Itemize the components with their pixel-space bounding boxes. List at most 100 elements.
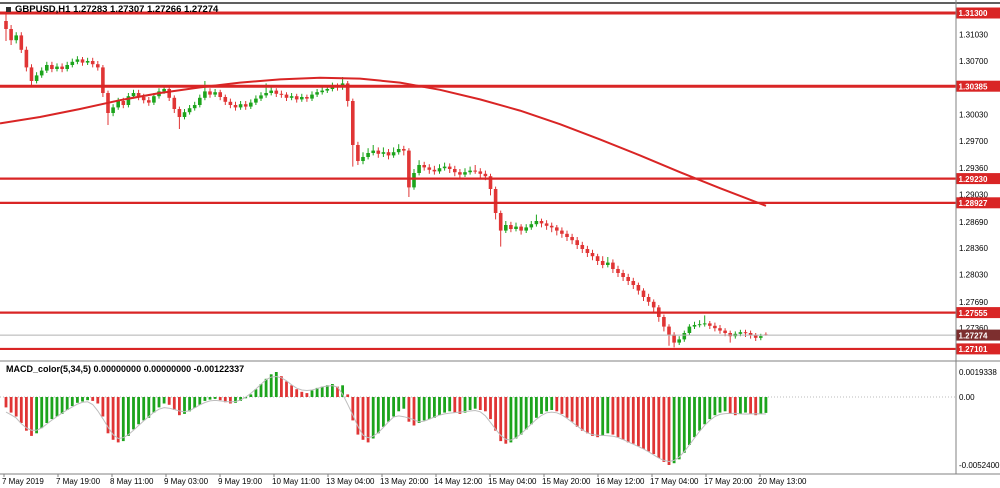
macd-bar bbox=[106, 397, 110, 434]
time-axis-label: 8 May 11:00 bbox=[110, 477, 154, 486]
candle-body bbox=[677, 339, 681, 343]
candle-body bbox=[315, 92, 319, 95]
candle-body bbox=[641, 290, 646, 297]
macd-bar bbox=[616, 397, 620, 438]
candle-body bbox=[662, 317, 666, 327]
chart-icon bbox=[6, 7, 11, 12]
candle-body bbox=[738, 332, 743, 334]
macd-bar bbox=[550, 397, 554, 410]
macd-bar bbox=[223, 397, 227, 403]
price-tag-box bbox=[956, 307, 1000, 319]
macd-bar bbox=[703, 397, 707, 425]
candle-body bbox=[565, 233, 569, 237]
candle-body bbox=[708, 323, 712, 326]
macd-bar bbox=[713, 397, 717, 416]
candle-body bbox=[320, 90, 324, 93]
macd-bar bbox=[208, 397, 212, 400]
candle-body bbox=[203, 91, 207, 98]
macd-bar bbox=[213, 397, 217, 399]
price-tag-box bbox=[956, 7, 1000, 19]
candle-body bbox=[55, 66, 59, 69]
candle-body bbox=[590, 253, 595, 257]
price-tag-box bbox=[956, 173, 1000, 185]
macd-bar bbox=[315, 387, 319, 397]
macd-bar bbox=[448, 397, 452, 412]
candle-body bbox=[570, 237, 574, 241]
macd-bar bbox=[50, 397, 54, 420]
macd-bar bbox=[555, 397, 559, 412]
macd-bar bbox=[693, 397, 696, 438]
macd-bar bbox=[688, 397, 691, 445]
candle-body bbox=[70, 61, 75, 65]
macd-bar bbox=[183, 397, 186, 414]
macd-bar bbox=[494, 397, 497, 431]
candle-body bbox=[585, 249, 590, 253]
candle-body bbox=[376, 150, 381, 154]
candle-body bbox=[259, 95, 263, 99]
macd-bar bbox=[458, 397, 462, 414]
macd-bar bbox=[81, 397, 84, 402]
macd-bar bbox=[382, 397, 385, 427]
macd-bar bbox=[499, 397, 503, 442]
macd-bar bbox=[723, 397, 727, 412]
macd-bar bbox=[366, 397, 370, 443]
macd-bar bbox=[601, 397, 605, 436]
candle-body bbox=[672, 334, 676, 343]
candle-body bbox=[743, 332, 748, 334]
macd-bar bbox=[484, 397, 487, 412]
macd-bar bbox=[310, 390, 314, 397]
macd-bar bbox=[76, 397, 79, 403]
macd-bar bbox=[336, 386, 339, 397]
candle-body bbox=[101, 67, 105, 93]
candle-body bbox=[488, 176, 493, 189]
macd-bar bbox=[259, 384, 263, 397]
macd-axis-label: 0.0019338 bbox=[959, 368, 997, 377]
candle-body bbox=[498, 213, 503, 231]
price-level-tag: 1.27274 bbox=[956, 329, 1000, 341]
candle-body bbox=[65, 65, 69, 69]
macd-bar bbox=[591, 397, 594, 436]
candle-body bbox=[748, 333, 753, 336]
candle-body bbox=[493, 189, 498, 213]
candle-body bbox=[300, 97, 304, 100]
macd-bar bbox=[346, 394, 350, 397]
candle-body bbox=[442, 166, 447, 169]
macd-bar bbox=[147, 397, 151, 418]
price-tag-box bbox=[956, 80, 1000, 92]
macd-bar bbox=[728, 397, 732, 414]
candle-body bbox=[325, 89, 330, 91]
macd-bar bbox=[305, 393, 309, 397]
macd-bar bbox=[14, 397, 18, 417]
macd-bar bbox=[662, 397, 666, 462]
macd-bar bbox=[647, 397, 650, 452]
candle-body bbox=[238, 104, 243, 108]
candle-body bbox=[606, 262, 610, 265]
candle-body bbox=[213, 92, 217, 95]
macd-bar bbox=[269, 374, 273, 397]
macd-bar bbox=[754, 397, 758, 416]
candle-body bbox=[126, 96, 131, 105]
candle-body bbox=[580, 245, 585, 249]
macd-bar bbox=[621, 397, 625, 440]
macd-bar bbox=[157, 397, 161, 408]
macd-bar bbox=[504, 397, 508, 444]
macd-bar bbox=[9, 397, 13, 413]
candle-body bbox=[305, 97, 309, 99]
price-tag-box bbox=[956, 329, 1000, 341]
macd-bar bbox=[489, 397, 492, 420]
macd-bar bbox=[127, 397, 130, 436]
macd-bar bbox=[667, 397, 671, 465]
time-axis-label: 17 May 20:00 bbox=[704, 477, 753, 486]
macd-bar bbox=[427, 397, 431, 420]
candle-body bbox=[29, 67, 34, 81]
macd-bar bbox=[361, 397, 365, 440]
price-axis-label: 1.29360 bbox=[959, 164, 988, 173]
macd-bar bbox=[417, 397, 421, 423]
time-axis-label: 9 May 19:00 bbox=[218, 477, 263, 486]
candle-body bbox=[152, 96, 156, 103]
macd-bar bbox=[254, 389, 258, 397]
macd-bar bbox=[285, 381, 288, 397]
macd-bar bbox=[560, 397, 564, 414]
